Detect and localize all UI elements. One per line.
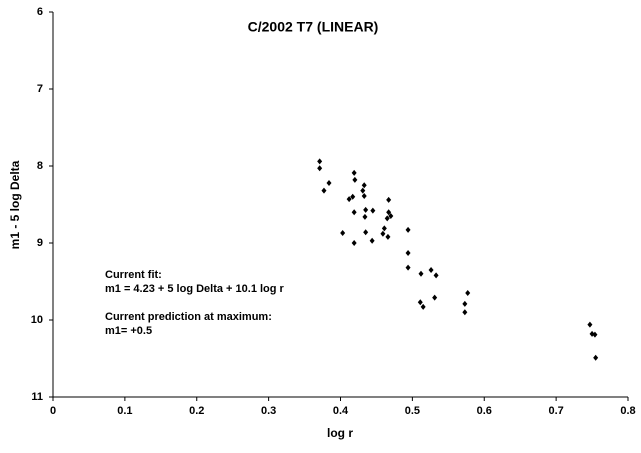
y-axis-label: m1 - 5 log Delta (8, 160, 22, 249)
x-tick-label: 0.5 (405, 405, 420, 417)
point (388, 213, 394, 220)
y-tick-label: 9 (37, 237, 43, 249)
annotation: Current prediction at maximum: (105, 311, 272, 323)
point (362, 213, 368, 220)
x-tick-label: 0.7 (548, 405, 563, 417)
point (363, 206, 369, 213)
y-tick-label: 11 (31, 391, 43, 403)
y-tick-label: 7 (37, 83, 43, 95)
point (462, 309, 468, 316)
y-tick-label: 6 (37, 6, 43, 18)
x-tick-label: 0.6 (477, 405, 492, 417)
x-tick-label: 0 (50, 405, 56, 417)
point (321, 187, 327, 194)
point (352, 176, 358, 183)
y-tick-label: 10 (31, 314, 43, 326)
point (593, 354, 599, 361)
point (386, 196, 392, 203)
x-tick-label: 0.4 (333, 405, 349, 417)
point (350, 193, 356, 200)
point (433, 272, 439, 279)
point (317, 158, 323, 165)
x-tick-label: 0.8 (620, 405, 635, 417)
x-tick-label: 0.2 (189, 405, 204, 417)
point (587, 321, 593, 328)
point (317, 165, 323, 172)
point (405, 226, 411, 233)
y-tick-label: 8 (37, 160, 43, 172)
point (417, 299, 423, 306)
point (361, 182, 367, 189)
annotation: m1 = 4.23 + 5 log Delta + 10.1 log r (105, 283, 285, 295)
point (381, 225, 387, 232)
point (428, 266, 434, 273)
point (432, 294, 438, 301)
x-axis-label: log r (327, 426, 353, 440)
point (351, 169, 357, 176)
annotation: Current fit: (105, 269, 162, 281)
point (369, 237, 375, 244)
point (340, 229, 346, 236)
point (385, 233, 391, 240)
point (326, 179, 332, 186)
point (405, 264, 411, 271)
point (351, 209, 357, 216)
point (462, 300, 468, 307)
x-tick-label: 0.1 (117, 405, 132, 417)
x-tick-label: 0.3 (261, 405, 276, 417)
point (361, 193, 367, 200)
point (360, 187, 366, 194)
point (346, 196, 352, 203)
point (380, 230, 386, 237)
point (351, 240, 357, 246)
point (363, 229, 369, 236)
point (405, 250, 411, 257)
point (418, 270, 424, 277)
point (465, 290, 471, 297)
point (384, 215, 390, 222)
point (592, 331, 598, 338)
annotation: m1= +0.5 (105, 325, 152, 337)
chart-title: C/2002 T7 (LINEAR) (248, 19, 379, 35)
point (370, 207, 376, 214)
point (420, 303, 426, 310)
point (386, 209, 392, 216)
